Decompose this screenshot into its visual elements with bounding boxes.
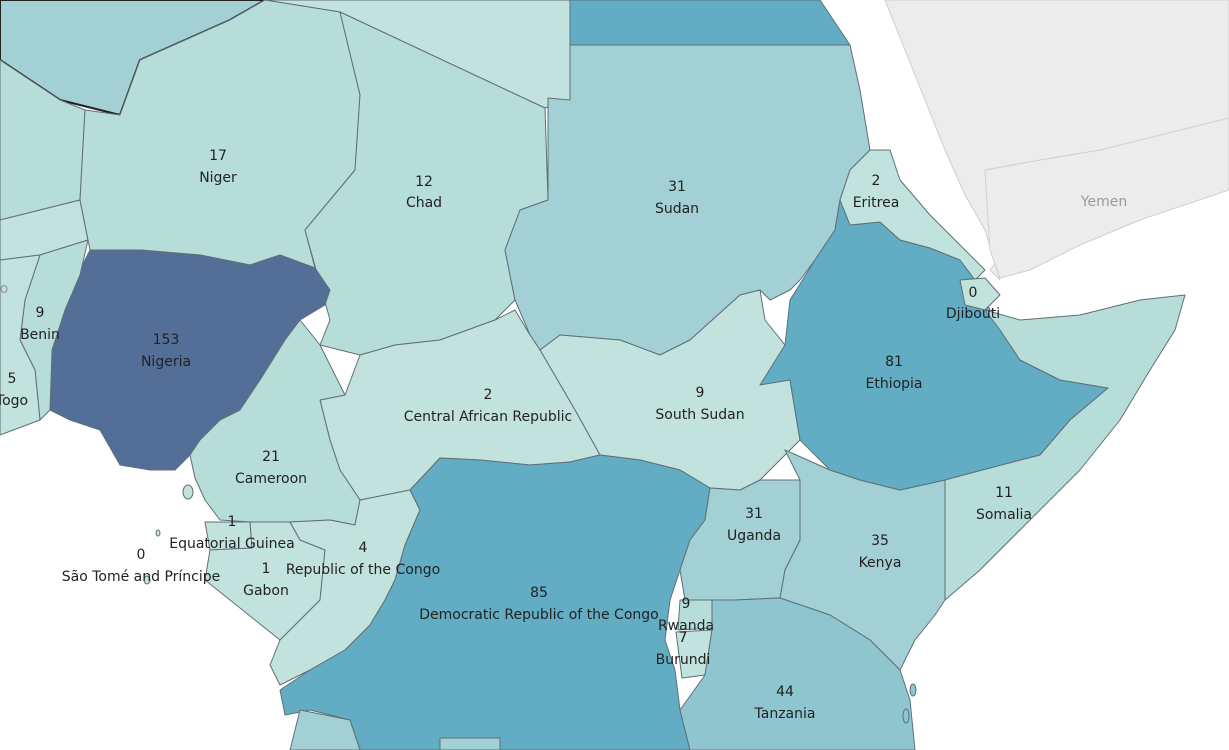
- value-label-benin: 9: [36, 305, 45, 321]
- name-label-chad: Chad: [406, 195, 442, 211]
- country-egypt[interactable]: [569, 0, 851, 46]
- island-bioko: [182, 484, 194, 500]
- value-label-djibouti: 0: [969, 285, 978, 301]
- country-democratic-republic-of-the-congo[interactable]: [279, 454, 711, 750]
- value-label-tanzania: 44: [776, 684, 794, 700]
- value-label-kenya: 35: [871, 533, 889, 549]
- name-label-burundi: Burundi: [656, 652, 711, 668]
- island-pemba: [909, 683, 917, 697]
- value-label-nigeria: 153: [153, 332, 180, 348]
- value-label-gabon: 1: [262, 561, 271, 577]
- island-principe: [155, 529, 161, 537]
- yemen-label: Yemen: [1080, 194, 1127, 210]
- value-label-niger: 17: [209, 148, 227, 164]
- name-label-niger: Niger: [199, 170, 237, 186]
- name-label-cameroon: Cameroon: [235, 471, 307, 487]
- value-label-ethiopia: 81: [885, 354, 903, 370]
- value-label-equatorial-guinea: 1: [228, 514, 237, 530]
- name-label-s-o-tom-and-pr-ncipe: São Tomé and Príncipe: [62, 569, 221, 585]
- country-cameroon[interactable]: [189, 319, 361, 526]
- value-label-south-sudan: 9: [696, 385, 705, 401]
- name-label-gabon: Gabon: [243, 583, 289, 599]
- country-tanzania[interactable]: [679, 597, 916, 750]
- name-label-south-sudan: South Sudan: [655, 407, 744, 423]
- value-label-cameroon: 21: [262, 449, 280, 465]
- name-label-nigeria: Nigeria: [141, 354, 191, 370]
- value-label-burundi: 7: [679, 630, 688, 646]
- country-somalia[interactable]: [944, 294, 1186, 601]
- country-angola: [289, 709, 361, 750]
- value-label-democratic-republic-of-the-congo: 85: [530, 585, 548, 601]
- country-zambia: [439, 737, 501, 750]
- name-label-central-african-republic: Central African Republic: [404, 409, 573, 425]
- name-label-equatorial-guinea: Equatorial Guinea: [169, 536, 294, 552]
- name-label-ethiopia: Ethiopia: [865, 376, 922, 392]
- name-label-republic-of-the-congo: Republic of the Congo: [286, 562, 440, 578]
- country-sudan[interactable]: [504, 44, 871, 356]
- value-label-republic-of-the-congo: 4: [359, 540, 368, 556]
- value-label-togo: 5: [8, 371, 17, 387]
- value-label-chad: 12: [415, 174, 433, 190]
- value-label-rwanda: 9: [682, 596, 691, 612]
- value-label-s-o-tom-and-pr-ncipe: 0: [137, 547, 146, 563]
- value-label-somalia: 11: [995, 485, 1013, 501]
- yemen-land: [984, 117, 1229, 279]
- value-label-eritrea: 2: [872, 173, 881, 189]
- name-label-eritrea: Eritrea: [853, 195, 900, 211]
- island-sao-tome: [143, 575, 151, 585]
- name-label-tanzania: Tanzania: [754, 706, 816, 722]
- name-label-somalia: Somalia: [976, 507, 1032, 523]
- value-label-central-african-republic: 2: [484, 387, 493, 403]
- country-togo[interactable]: [0, 254, 41, 436]
- name-label-democratic-republic-of-the-congo: Democratic Republic of the Congo: [419, 607, 658, 623]
- value-label-uganda: 31: [745, 506, 763, 522]
- name-label-togo: Togo: [0, 393, 28, 409]
- name-label-djibouti: Djibouti: [946, 306, 1000, 322]
- name-label-uganda: Uganda: [727, 528, 781, 544]
- name-label-rwanda: Rwanda: [658, 618, 714, 634]
- name-label-sudan: Sudan: [655, 201, 699, 217]
- partial-country-label: o: [0, 281, 8, 297]
- value-label-sudan: 31: [668, 179, 686, 195]
- name-label-benin: Benin: [20, 327, 60, 343]
- country-djibouti[interactable]: [959, 277, 1001, 311]
- island-zanzibar: [902, 708, 910, 724]
- name-label-kenya: Kenya: [859, 555, 902, 571]
